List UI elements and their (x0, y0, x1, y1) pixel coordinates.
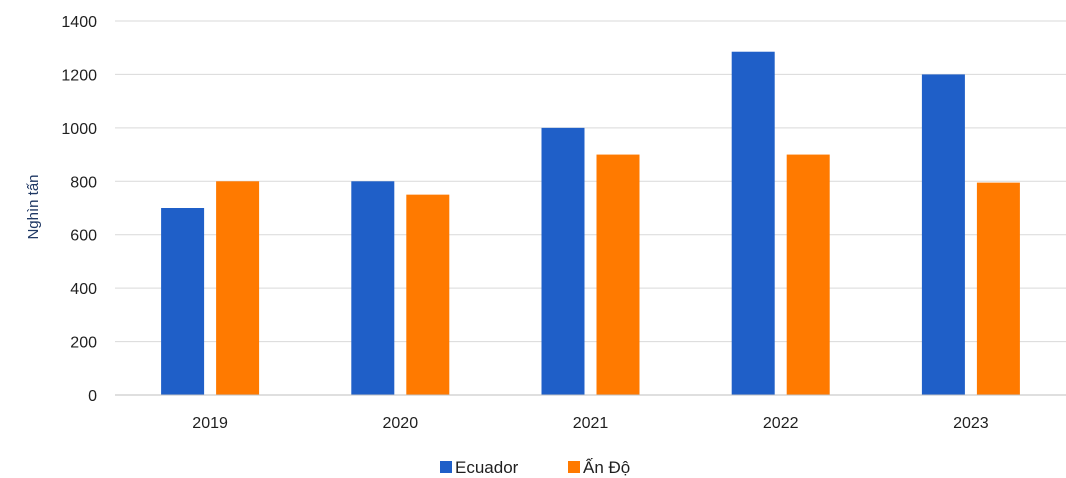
bar-ecuador-2023 (921, 74, 965, 395)
bar-an-do-2023 (976, 182, 1020, 395)
x-tick-label: 2021 (573, 415, 609, 432)
bar-an-do-2021 (596, 154, 640, 395)
bar-an-do-2022 (786, 154, 830, 395)
legend: Ecuador Ấn Độ (440, 458, 630, 477)
gridlines (115, 20, 1066, 343)
y-tick-label: 200 (70, 335, 97, 352)
x-tick-label: 2022 (763, 415, 799, 432)
y-tick-label: 600 (70, 228, 97, 245)
bar-ecuador-2020 (351, 181, 395, 395)
y-tick-label: 0 (88, 388, 97, 405)
bar-an-do-2019 (216, 181, 260, 395)
legend-swatch-an-do (568, 461, 580, 473)
y-tick-label: 1200 (61, 67, 97, 84)
x-tick-label: 2020 (383, 415, 419, 432)
y-tick-label: 1000 (61, 121, 97, 138)
y-tick-label: 800 (70, 174, 97, 191)
legend-label-ecuador: Ecuador (455, 458, 519, 477)
legend-swatch-ecuador (440, 461, 452, 473)
y-tick-label: 400 (70, 281, 97, 298)
x-tick-label: 2019 (192, 415, 228, 432)
bar-ecuador-2019 (161, 208, 205, 395)
y-tick-label: 1400 (61, 14, 97, 31)
x-tick-label: 2023 (953, 415, 989, 432)
bar-ecuador-2022 (731, 51, 775, 395)
bar-ecuador-2021 (541, 127, 585, 395)
bars (161, 51, 1020, 395)
x-axis-ticks: 2019 2020 2021 2022 2023 (192, 415, 988, 432)
y-axis-ticks: 0 200 400 600 800 1000 1200 1400 (61, 14, 97, 405)
y-axis-label: Nghìn tấn (25, 174, 42, 239)
legend-label-an-do: Ấn Độ (583, 458, 630, 477)
bar-an-do-2020 (406, 194, 450, 395)
